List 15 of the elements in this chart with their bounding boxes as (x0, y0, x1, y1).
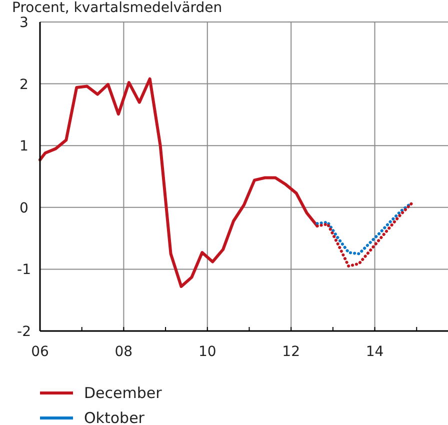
y-tick-label: 3 (20, 15, 28, 31)
x-tick-label: 12 (282, 344, 300, 360)
x-tick-label: 06 (31, 344, 49, 360)
x-tick-label: 14 (366, 344, 384, 360)
line-series (316, 202, 413, 256)
chart-title: Procent, kvartalsmedelvärden (12, 0, 222, 16)
legend-label: December (84, 384, 163, 402)
y-tick-label: 0 (20, 200, 28, 216)
y-tick-label: 1 (20, 138, 28, 155)
x-tick-label: 08 (114, 344, 133, 360)
y-tick-label: 2 (20, 76, 28, 93)
x-tick-label: 10 (198, 344, 216, 360)
y-tick-label: -2 (17, 324, 31, 340)
legend-label: Oktober (84, 409, 146, 425)
y-tick-label: -1 (17, 262, 31, 278)
